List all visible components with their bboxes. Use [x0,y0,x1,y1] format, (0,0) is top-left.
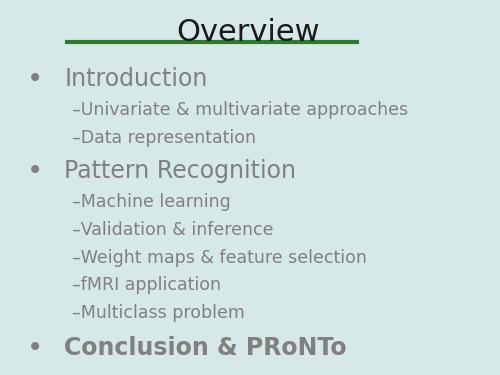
Text: Conclusion & PRoNTo: Conclusion & PRoNTo [64,336,347,360]
Text: •: • [28,334,44,362]
Text: –Machine learning: –Machine learning [72,193,231,211]
Text: –Multiclass problem: –Multiclass problem [72,304,244,322]
Text: –fMRI application: –fMRI application [72,276,221,294]
Text: Overview: Overview [177,18,320,46]
Text: •: • [28,157,44,185]
Text: –Data representation: –Data representation [72,129,256,147]
Text: –Validation & inference: –Validation & inference [72,221,273,239]
Text: Pattern Recognition: Pattern Recognition [64,159,296,183]
Text: –Weight maps & feature selection: –Weight maps & feature selection [72,249,366,267]
Text: –Univariate & multivariate approaches: –Univariate & multivariate approaches [72,101,407,119]
Text: •: • [28,64,44,93]
Text: Introduction: Introduction [64,66,208,90]
